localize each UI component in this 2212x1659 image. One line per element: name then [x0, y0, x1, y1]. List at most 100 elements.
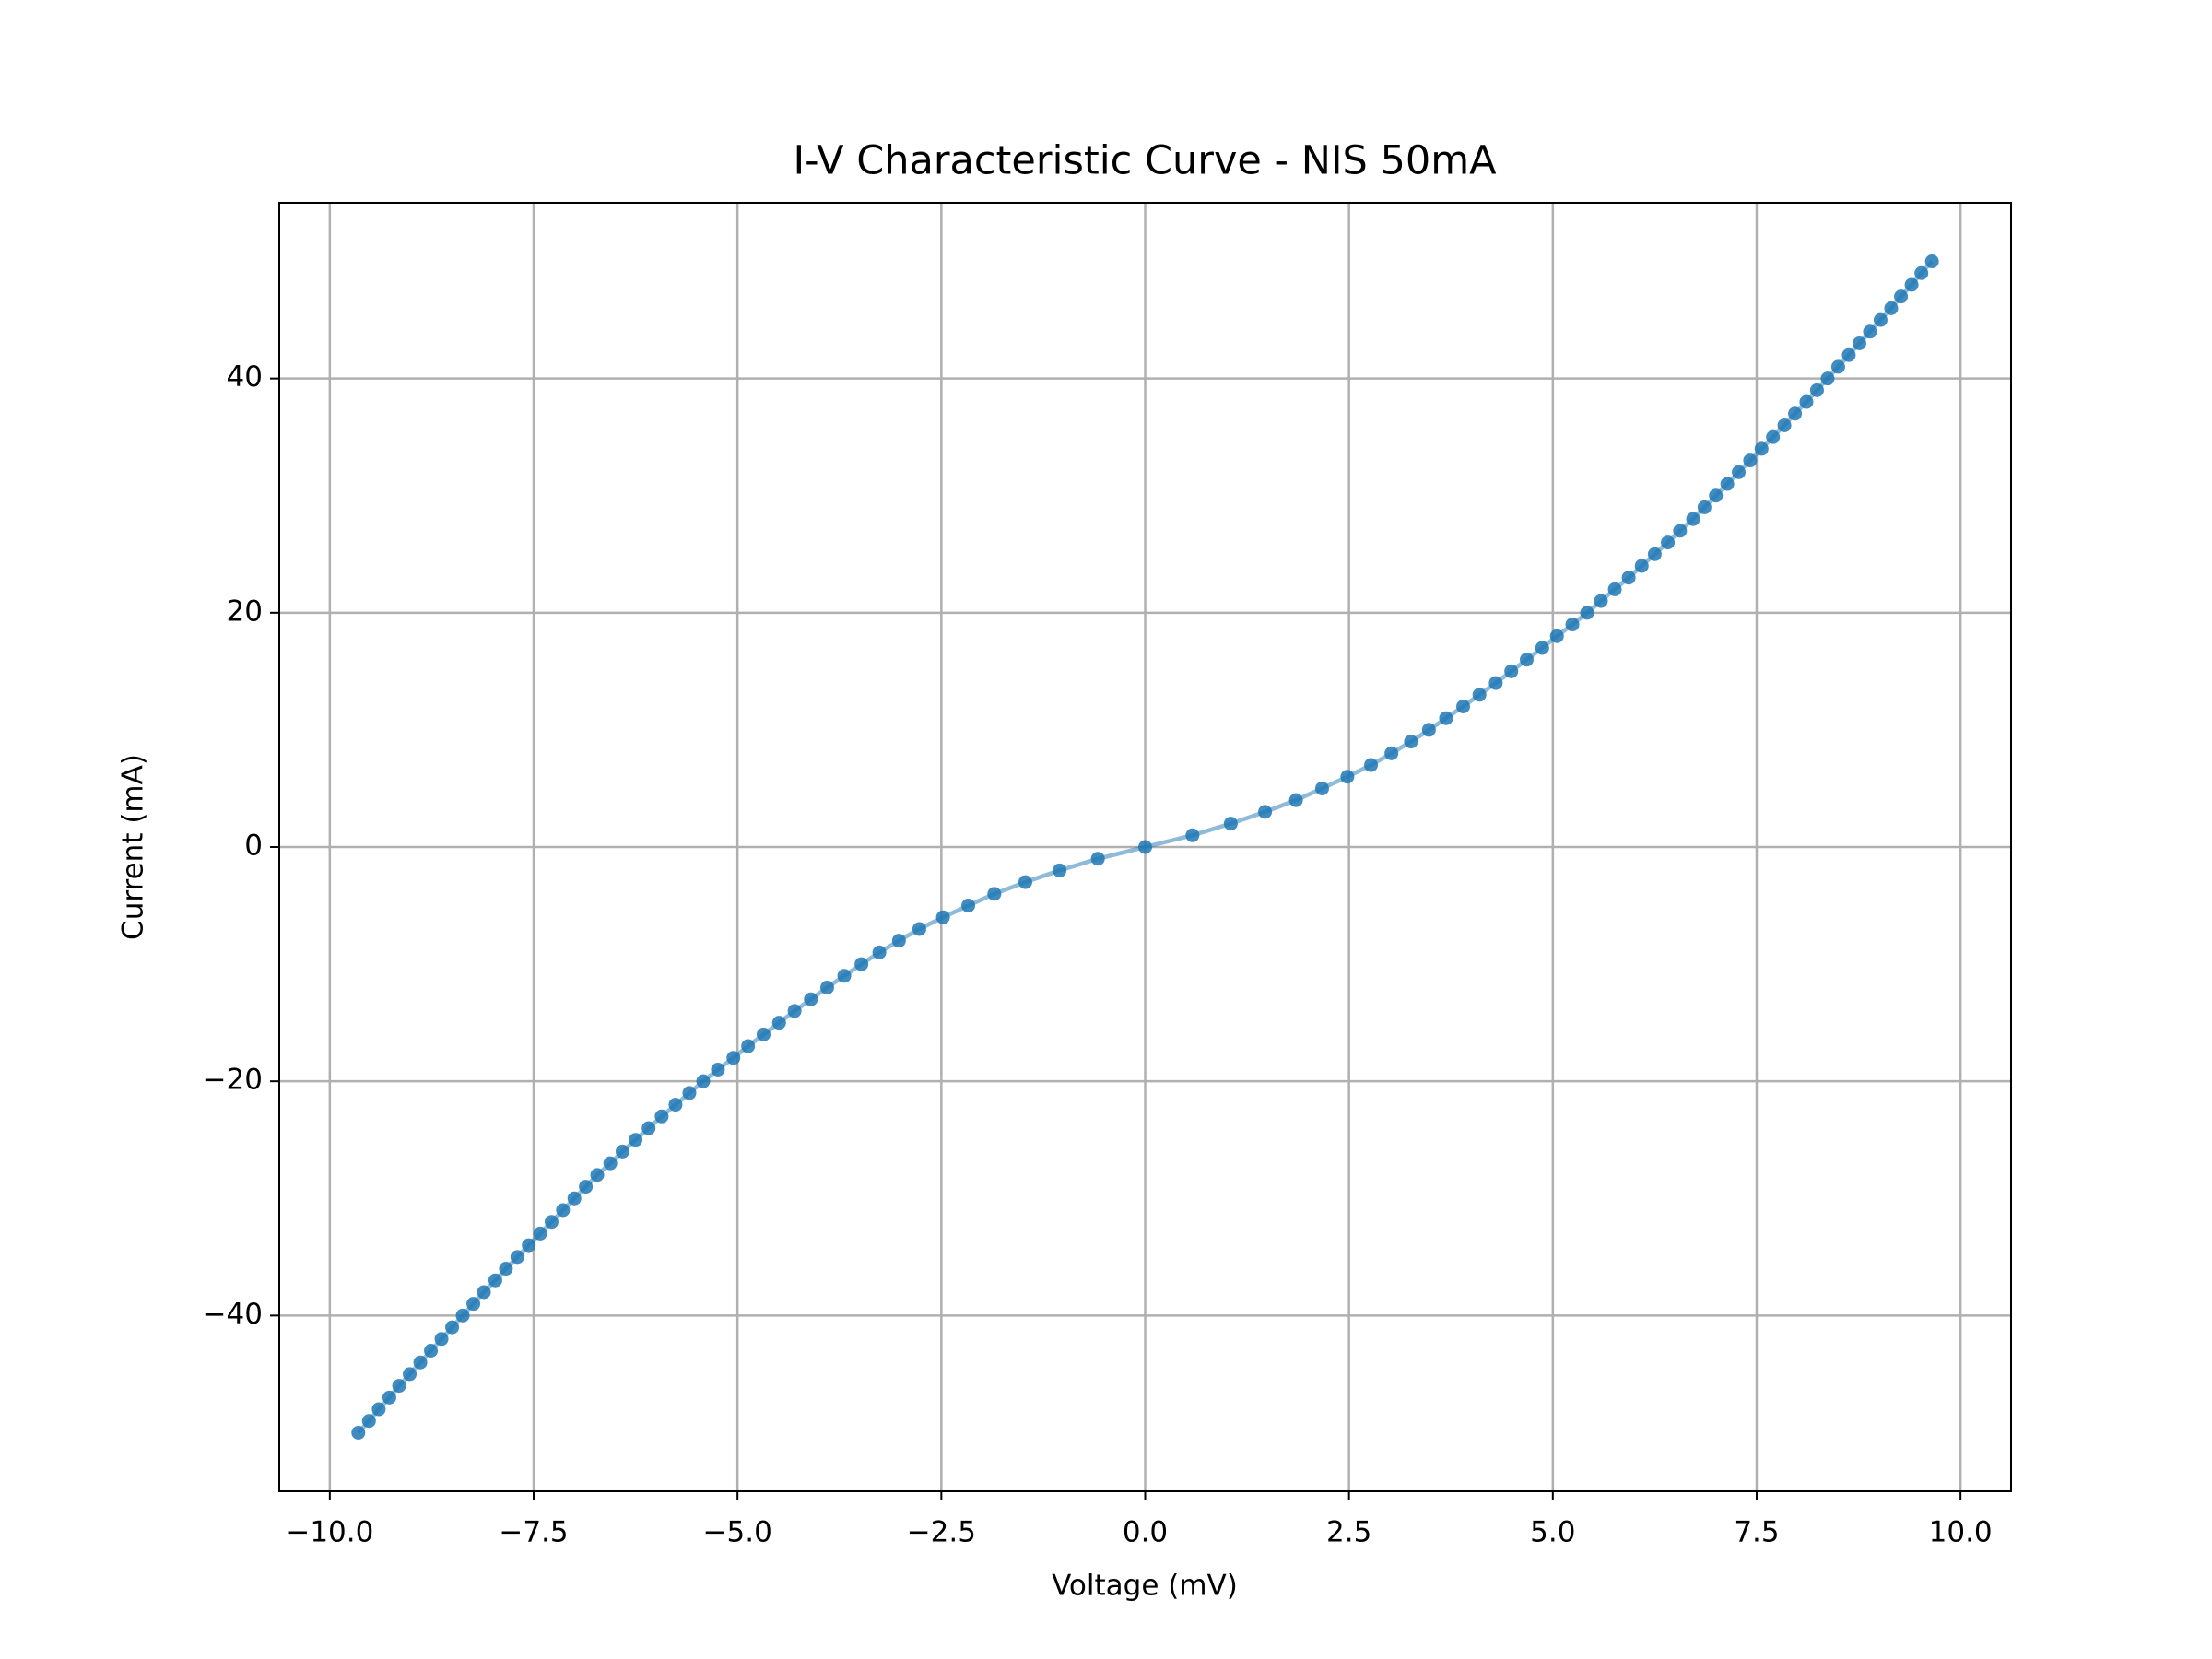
data-point	[1138, 840, 1152, 854]
chart-title: I-V Characteristic Curve - NIS 50mA	[793, 138, 1497, 184]
x-tick-label: 7.5	[1734, 1516, 1779, 1549]
data-point	[1852, 336, 1866, 351]
data-point	[371, 1402, 386, 1417]
x-tick-label: −2.5	[907, 1516, 976, 1549]
y-tick-label: −20	[203, 1064, 263, 1097]
data-point	[1720, 477, 1735, 491]
data-point	[499, 1262, 513, 1277]
data-point	[1788, 406, 1803, 421]
data-point	[1549, 629, 1564, 643]
data-point	[413, 1355, 428, 1370]
x-tick-label: 5.0	[1530, 1516, 1575, 1549]
data-point	[872, 945, 887, 959]
x-axis-label: Voltage (mV)	[1052, 1570, 1238, 1603]
data-point	[711, 1062, 725, 1077]
data-point	[1594, 594, 1608, 608]
data-point	[1090, 852, 1105, 866]
x-tick-label: −10.0	[286, 1516, 373, 1549]
data-point	[1799, 394, 1814, 409]
data-point	[961, 899, 976, 913]
data-point	[1766, 429, 1781, 444]
data-point	[854, 957, 869, 971]
x-tick-label: 10.0	[1929, 1516, 1993, 1549]
data-point	[1223, 817, 1238, 831]
data-point	[522, 1238, 536, 1253]
data-point	[1185, 828, 1200, 842]
data-point	[1709, 488, 1724, 503]
data-point	[696, 1074, 711, 1088]
data-point	[1258, 805, 1273, 819]
data-point	[1580, 606, 1594, 620]
data-point	[1535, 641, 1549, 655]
data-point	[1634, 559, 1649, 573]
data-point	[1520, 653, 1535, 667]
data-point	[1673, 524, 1688, 538]
data-point	[1421, 723, 1436, 737]
y-axis-label: Current (mA)	[117, 754, 150, 940]
data-point	[403, 1367, 418, 1382]
data-point	[1404, 735, 1418, 749]
data-point	[510, 1250, 524, 1265]
data-point	[1384, 746, 1399, 760]
data-point	[756, 1027, 771, 1041]
data-point	[1053, 863, 1067, 877]
data-point	[1697, 500, 1712, 514]
data-point	[1904, 277, 1919, 292]
data-point	[1364, 758, 1379, 772]
data-point	[1914, 265, 1929, 280]
data-point	[837, 969, 852, 983]
data-point	[1841, 347, 1856, 362]
data-point	[466, 1297, 481, 1312]
data-point	[641, 1121, 656, 1135]
data-point	[477, 1285, 491, 1300]
data-point	[424, 1343, 439, 1358]
data-point	[434, 1332, 449, 1347]
data-point	[445, 1320, 460, 1335]
data-point	[1873, 312, 1888, 327]
data-point	[771, 1016, 786, 1030]
data-point	[488, 1273, 502, 1288]
data-point	[935, 910, 950, 924]
data-point	[1894, 289, 1909, 304]
data-point	[1565, 618, 1580, 632]
data-point	[1743, 453, 1758, 468]
data-point	[382, 1390, 396, 1405]
data-point	[787, 1004, 802, 1018]
data-point	[1504, 664, 1519, 678]
data-point	[533, 1226, 547, 1241]
data-point	[590, 1168, 605, 1182]
data-point	[1686, 512, 1700, 526]
data-point	[1820, 371, 1835, 386]
data-point	[361, 1414, 376, 1429]
data-point	[654, 1109, 669, 1124]
x-tick-label: 0.0	[1123, 1516, 1168, 1549]
data-point	[1809, 382, 1824, 397]
data-point	[1340, 770, 1355, 784]
x-tick-label: −5.0	[703, 1516, 772, 1549]
data-point	[987, 887, 1002, 901]
data-point	[819, 981, 834, 995]
data-point	[544, 1215, 559, 1230]
data-point	[579, 1180, 594, 1194]
plot-frame	[278, 202, 2012, 1492]
data-point	[1830, 359, 1845, 374]
data-point	[741, 1039, 756, 1053]
data-point	[1732, 465, 1747, 479]
data-point	[891, 934, 906, 948]
y-tick-label: 0	[244, 830, 263, 863]
data-point	[455, 1308, 470, 1323]
data-point	[1314, 781, 1329, 795]
data-point	[629, 1133, 643, 1147]
data-point	[392, 1379, 406, 1394]
y-tick-label: −40	[203, 1298, 263, 1331]
data-point	[912, 922, 926, 936]
data-point	[1661, 535, 1676, 550]
data-point	[804, 992, 818, 1006]
data-point	[726, 1051, 741, 1065]
data-point	[1777, 418, 1792, 432]
x-tick-label: 2.5	[1326, 1516, 1371, 1549]
data-point	[1018, 875, 1032, 889]
data-point	[1472, 688, 1487, 702]
data-point	[1924, 254, 1939, 269]
